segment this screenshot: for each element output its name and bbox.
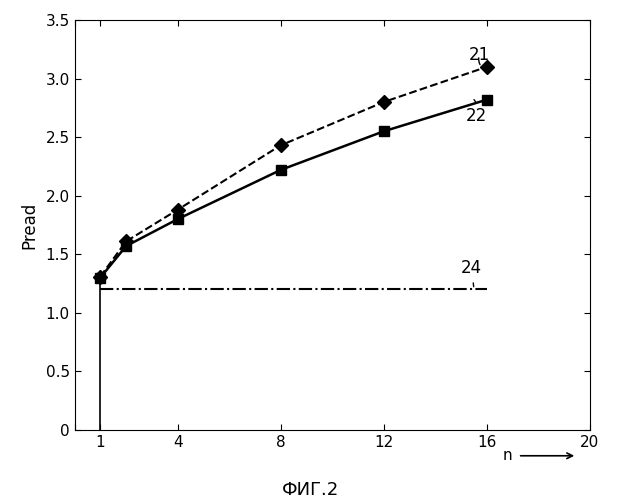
Text: 21: 21	[469, 46, 490, 64]
Y-axis label: Pread: Pread	[20, 202, 39, 248]
Text: ФИГ.2: ФИГ.2	[282, 481, 339, 499]
Text: 24: 24	[461, 260, 483, 286]
Text: 22: 22	[466, 100, 487, 125]
Text: n: n	[503, 448, 513, 464]
